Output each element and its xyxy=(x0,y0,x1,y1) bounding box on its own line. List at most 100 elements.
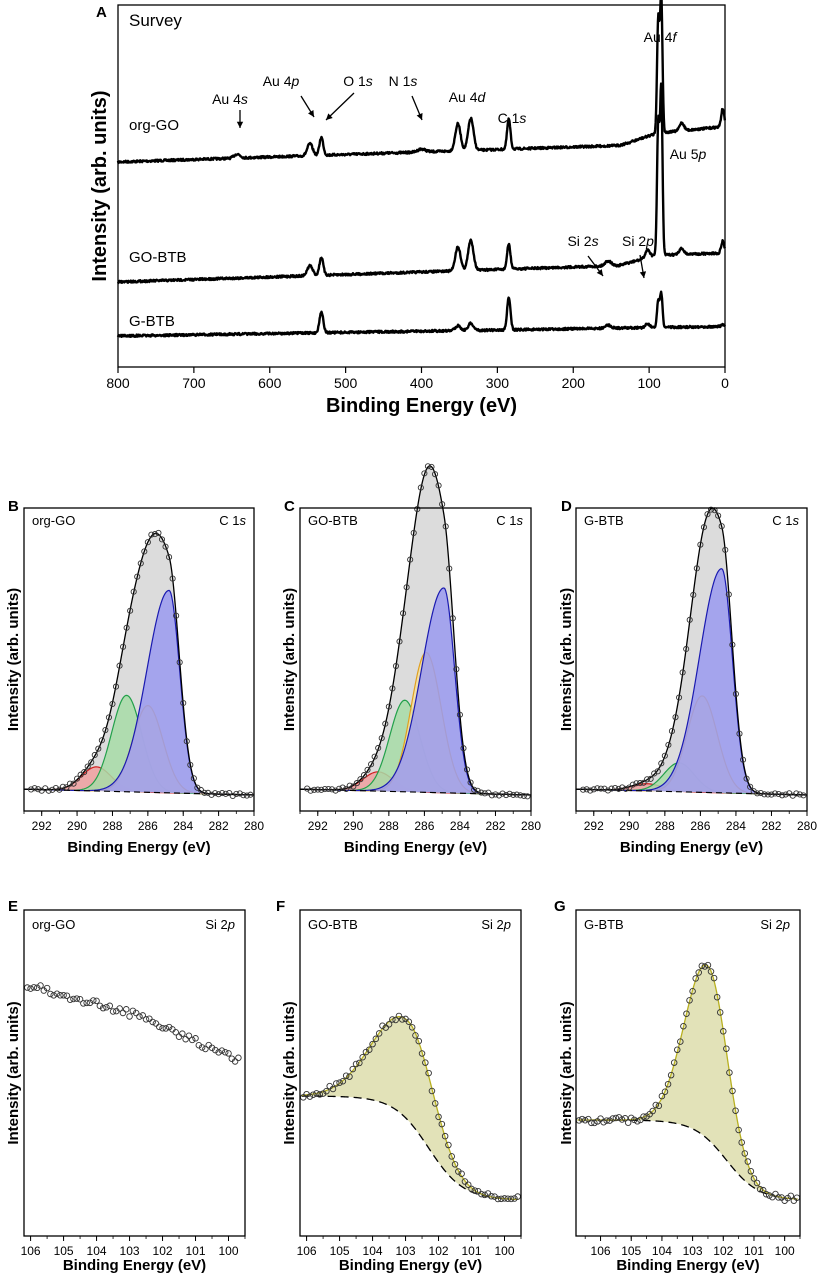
si2p-data-point xyxy=(652,1101,660,1109)
c1s-data-point xyxy=(612,784,619,792)
c1s-data-point xyxy=(796,791,803,798)
c1s-component-fill xyxy=(24,766,254,795)
c1s-envelope-fill xyxy=(300,465,531,795)
si2p-data-point xyxy=(185,1032,193,1039)
si2p-data-point xyxy=(415,1037,423,1045)
si2p-data-point xyxy=(497,1195,505,1203)
si2p-sample-label: G-BTB xyxy=(584,917,624,932)
si2p-data-point xyxy=(591,1119,598,1127)
si2p-data-point xyxy=(511,1195,518,1202)
survey-peak-label: Si 2s xyxy=(567,233,598,249)
si2p-data-point xyxy=(713,993,721,1001)
si2p-data-point xyxy=(30,984,38,991)
c1s-data-point xyxy=(654,768,661,775)
si2p-data-point xyxy=(155,1023,163,1031)
c1s-data-point xyxy=(668,728,676,735)
si2p-data-point xyxy=(175,1033,183,1040)
si2p-data-point xyxy=(775,1194,782,1201)
survey-peak-label: Au 5p xyxy=(670,146,707,162)
c1s-data-point xyxy=(130,588,137,595)
survey-chart: A Survey 800 700 600 500 400 300 200 100 0 Binding … xyxy=(89,0,729,417)
c1s-data-point xyxy=(471,786,478,793)
c1s-data-point xyxy=(503,791,510,799)
c1s-data-point xyxy=(35,786,42,793)
c1s-data-point xyxy=(208,791,215,798)
c1s-data-point xyxy=(162,543,169,550)
si2p-data-point xyxy=(412,1032,419,1039)
c1s-data-point xyxy=(325,785,332,793)
c1s-data-point xyxy=(311,786,318,793)
si2p-data-point xyxy=(763,1190,770,1198)
survey-peak-arrowhead xyxy=(639,271,647,278)
c1s-data-point xyxy=(375,744,382,752)
si2p-data-point xyxy=(323,1087,330,1095)
si2p-data-point xyxy=(750,1175,758,1182)
c1s-data-point xyxy=(640,779,647,786)
c1s-data-point xyxy=(360,772,368,779)
c1s-data-point xyxy=(693,565,700,572)
c1s-data-point xyxy=(52,785,59,792)
si2p-x-tick-label: 102 xyxy=(713,1244,733,1258)
c1s-data-point xyxy=(144,539,151,546)
si2p-data-point xyxy=(698,962,706,970)
si2p-data-point xyxy=(738,1139,745,1146)
si2p-data-point xyxy=(132,1009,140,1017)
si2p-x-tick-label: 101 xyxy=(186,1244,206,1258)
c1s-data-point xyxy=(446,565,453,572)
c1s-data-point xyxy=(240,792,247,799)
c1s-data-point xyxy=(385,703,392,710)
si2p-chart-e: 106 105 104 103 102 101 100 Binding Energy (eV)… xyxy=(5,898,246,1274)
c1s-data-point xyxy=(439,501,446,508)
si2p-data-point xyxy=(142,1016,150,1023)
si2p-data-point xyxy=(50,992,57,999)
survey-peak-label: Si 2p xyxy=(622,233,654,249)
panel-letter-b: B xyxy=(8,498,19,515)
si2p-data-point xyxy=(329,1085,337,1093)
si2p-x-tick-label: 106 xyxy=(21,1244,41,1258)
si2p-data-point xyxy=(422,1059,429,1066)
si2p-data-point xyxy=(221,1048,229,1056)
survey-x-tick-label: 500 xyxy=(334,375,358,391)
si2p-data-point xyxy=(198,1044,206,1051)
si2p-data-point xyxy=(674,1046,681,1054)
c1s-y-axis-label: Intensity (arb. units) xyxy=(558,588,575,731)
si2p-data-point xyxy=(408,1024,416,1031)
si2p-data-point xyxy=(359,1054,366,1061)
si2p-data-point xyxy=(356,1059,363,1067)
c1s-chart-c: 292 290 288 286 284 282 280 Binding Energy (eV)… xyxy=(281,463,541,856)
c1s-data-point xyxy=(371,753,378,760)
c1s-x-tick-label: 284 xyxy=(450,819,470,833)
c1s-data-point xyxy=(212,790,219,797)
si2p-chart-g: 106 105 104 103 102 101 100 Binding Energy (eV)… xyxy=(554,898,801,1274)
c1s-data-point xyxy=(499,790,506,797)
si2p-sample-label: GO-BTB xyxy=(308,917,358,932)
survey-series-label-g-btb: G-BTB xyxy=(129,313,175,330)
c1s-data-point xyxy=(676,694,683,701)
si2p-data-point xyxy=(366,1046,373,1053)
c1s-data-point xyxy=(226,789,233,797)
panel-letter-g: G xyxy=(554,898,566,915)
survey-y-axis-label: Intensity (arb. units) xyxy=(89,90,111,281)
c1s-data-point xyxy=(729,641,736,648)
c1s-data-point xyxy=(134,573,141,580)
si2p-data-point xyxy=(455,1168,462,1175)
c1s-component-fill xyxy=(576,568,807,795)
si2p-data-point xyxy=(683,1010,690,1017)
c1s-data-point xyxy=(109,700,116,707)
c1s-data-point xyxy=(414,506,421,513)
c1s-data-point xyxy=(764,791,771,798)
si2p-data-point xyxy=(83,999,90,1007)
c1s-data-point xyxy=(407,556,414,563)
si2p-data-point xyxy=(418,1050,426,1057)
si2p-x-tick-label: 101 xyxy=(462,1244,482,1258)
si2p-data-point xyxy=(655,1102,663,1110)
si2p-data-point xyxy=(149,1018,156,1026)
si2p-fit-fill xyxy=(577,964,798,1200)
c1s-data-point xyxy=(775,790,782,798)
c1s-data-point xyxy=(601,785,608,792)
c1s-data-point xyxy=(604,787,612,794)
si2p-x-tick-label: 101 xyxy=(744,1244,764,1258)
c1s-data-point xyxy=(431,471,439,478)
si2p-data-point xyxy=(99,1004,107,1012)
